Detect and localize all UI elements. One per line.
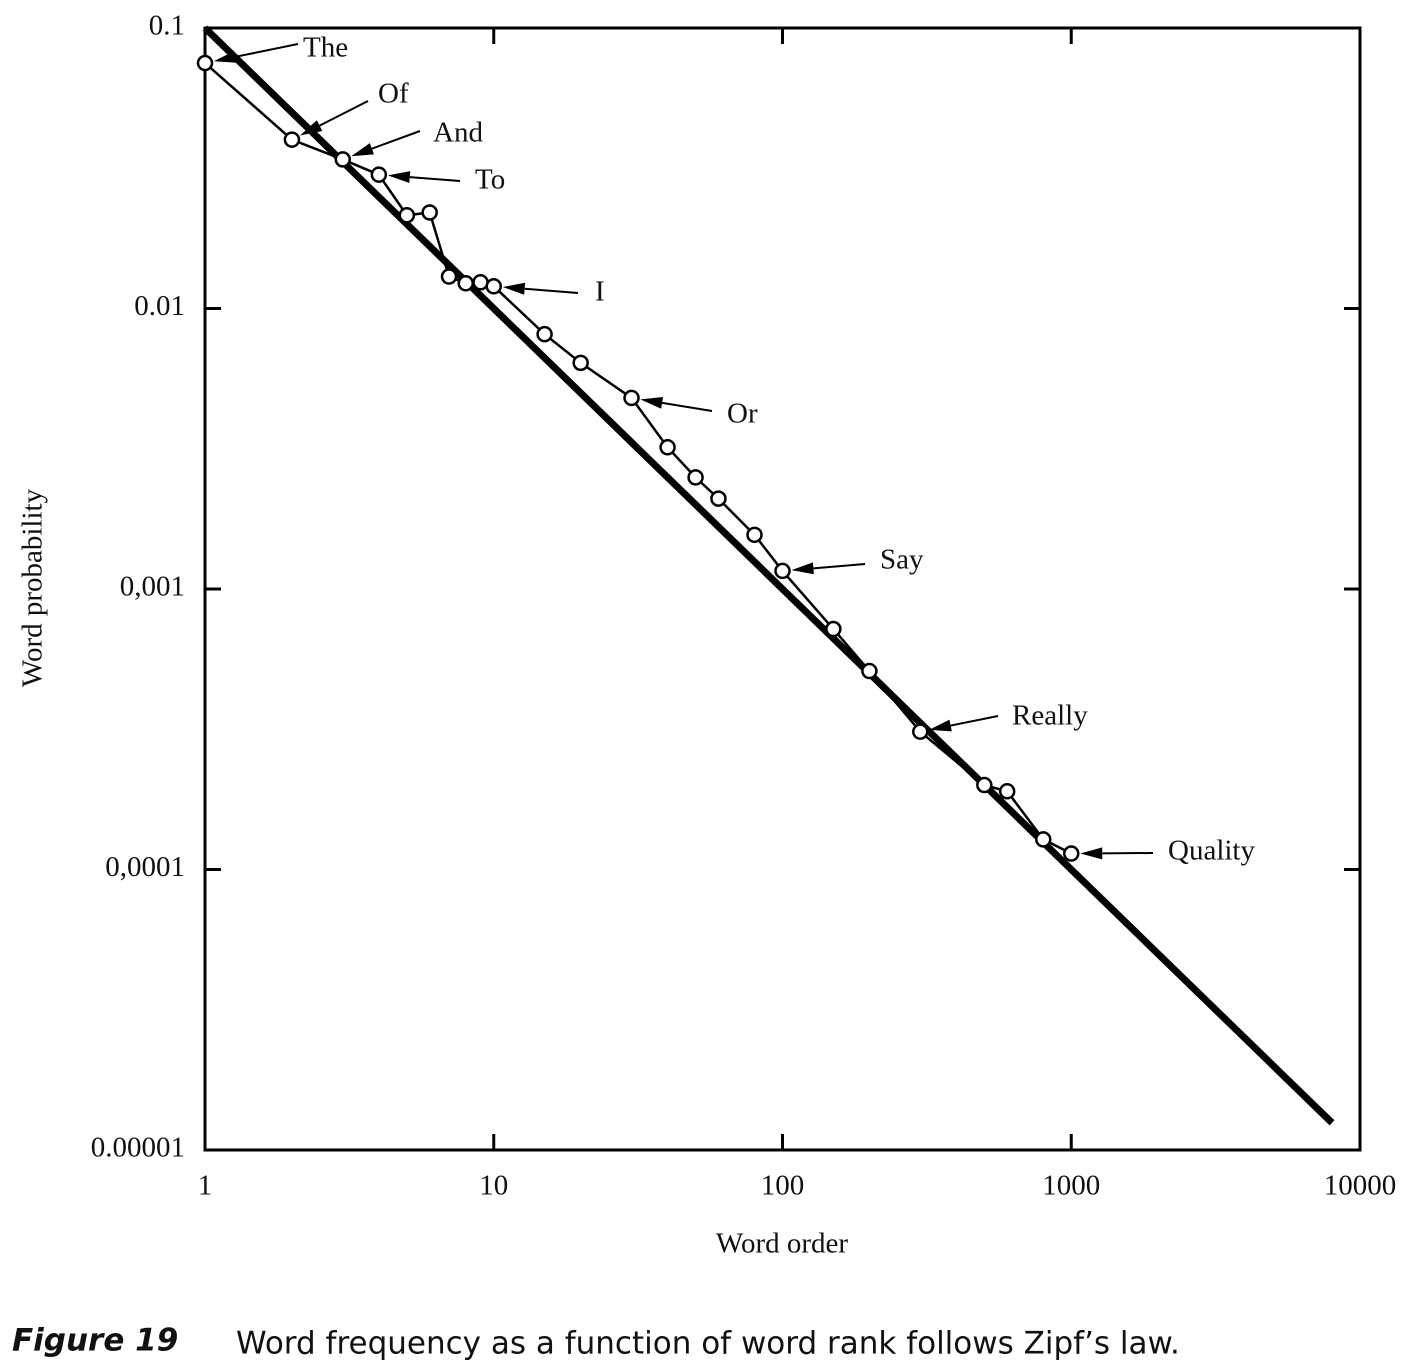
- annotation-arrow: [661, 401, 713, 412]
- data-point: [472, 274, 489, 291]
- annotation-arrowhead: [299, 120, 323, 136]
- annotation-arrow: [371, 130, 421, 150]
- data-point: [710, 490, 727, 507]
- annotation-arrow: [409, 176, 461, 182]
- y-axis-label: Word probability: [17, 488, 49, 687]
- data-point: [196, 54, 214, 72]
- x-tick-label: 1: [198, 1170, 213, 1202]
- data-point: [912, 723, 929, 740]
- figure-label: Figure 19: [12, 1323, 178, 1359]
- annotation-arrow: [950, 715, 999, 727]
- x-axis-label: Word order: [716, 1228, 848, 1260]
- caption: Word frequency as a function of word ran…: [236, 1326, 1180, 1362]
- data-point: [572, 354, 589, 372]
- annotation: Of: [378, 78, 409, 110]
- annotation-arrow: [524, 287, 579, 294]
- annotation-arrowhead: [213, 50, 237, 63]
- y-tick-label: 0.1: [149, 10, 185, 42]
- data-point: [283, 131, 301, 148]
- x-tick-label: 100: [761, 1170, 805, 1202]
- data-point: [485, 278, 502, 295]
- x-tick-label: 10: [479, 1170, 508, 1202]
- data-line: [204, 62, 1072, 855]
- annotation-arrowhead: [351, 143, 374, 157]
- annotation-arrowhead: [929, 719, 952, 732]
- data-point: [998, 783, 1016, 800]
- data-point: [440, 268, 458, 285]
- zipf-line: [202, 25, 1335, 1126]
- data-point: [687, 469, 704, 486]
- annotation: Say: [880, 544, 924, 576]
- data-point: [659, 439, 676, 456]
- annotation-arrow: [813, 563, 866, 570]
- annotation-arrowhead: [502, 282, 526, 295]
- annotation-arrow: [235, 43, 299, 58]
- data-point: [1063, 845, 1080, 862]
- annotation: Or: [727, 398, 758, 430]
- annotation: Really: [1012, 700, 1088, 732]
- annotation-arrowhead: [387, 171, 411, 184]
- annotation: The: [303, 32, 348, 64]
- y-tick-label: 0,001: [120, 571, 185, 603]
- annotation-arrowhead: [1080, 847, 1103, 860]
- data-point: [746, 526, 763, 544]
- data-point: [536, 325, 553, 343]
- data-point: [774, 562, 791, 580]
- annotation-arrowhead: [640, 396, 664, 409]
- data-point: [421, 204, 438, 221]
- annotation: Quality: [1168, 835, 1255, 867]
- annotation: To: [475, 164, 505, 196]
- y-tick-label: 0.00001: [91, 1132, 185, 1164]
- data-point: [825, 620, 842, 638]
- annotation-arrowhead: [791, 562, 814, 575]
- data-point: [398, 207, 416, 224]
- data-point: [457, 275, 475, 292]
- data-point: [1035, 831, 1052, 848]
- x-tick-label: 10000: [1324, 1170, 1397, 1202]
- data-point: [623, 389, 640, 407]
- annotation-arrow: [319, 100, 369, 127]
- x-tick-label: 1000: [1042, 1170, 1100, 1202]
- y-tick-label: 0,0001: [105, 851, 185, 883]
- annotation: And: [433, 117, 483, 149]
- data-point: [370, 166, 388, 183]
- data-point: [861, 662, 878, 680]
- data-point: [976, 776, 993, 794]
- data-point: [334, 151, 352, 168]
- y-tick-label: 0.01: [134, 290, 185, 322]
- annotation: I: [595, 276, 605, 308]
